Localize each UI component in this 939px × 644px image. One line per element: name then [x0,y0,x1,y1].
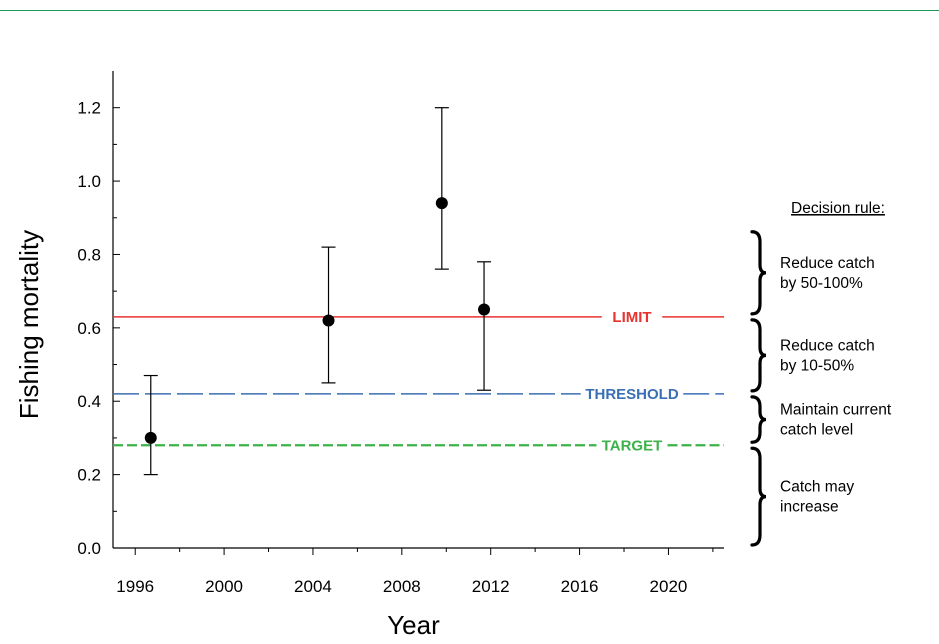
ref-label-limit: LIMIT [612,309,651,326]
axes: 0.0 0.2 0.4 0.6 0.8 1.0 1.2 1996 2000 2004 2008 201… [77,71,724,596]
ref-label-threshold: THRESHOLD [585,386,679,403]
ref-label-target: TARGET [602,437,663,454]
data-point [478,303,491,316]
x-tick-label: 2020 [650,577,688,596]
x-tick-label: 2008 [383,577,421,596]
decision-brace [750,395,767,444]
y-tick-label: 1.0 [77,172,101,191]
data-points [143,107,492,476]
y-tick-label: 0.6 [77,319,101,338]
x-tick-label: 2000 [205,577,243,596]
decision-rule-text: by 10-50% [780,357,854,374]
data-point [435,197,448,210]
x-tick-label: 2012 [472,577,510,596]
decision-brace [750,318,767,393]
decision-rule-text: increase [780,499,839,516]
y-tick-label: 0.8 [77,245,101,264]
y-tick-label: 1.2 [77,99,101,118]
x-tick-label: 1996 [116,577,154,596]
decision-brace [750,230,767,316]
y-axis-title: Fishing mortality [14,230,44,419]
y-tick-label: 0.0 [77,539,101,558]
data-point [144,431,157,444]
decision-brace [750,446,767,547]
x-tick-label: 2004 [294,577,332,596]
decision-rule-panel: Decision rule: Reduce catch by 50-100% Red… [750,200,892,547]
decision-rule-text: Reduce catch [780,255,875,272]
data-point [322,314,335,327]
x-axis-title: Year [387,610,440,640]
y-tick-label: 0.2 [77,466,101,485]
x-tick-label: 2016 [561,577,599,596]
decision-rule-heading: Decision rule: [791,200,885,217]
top-divider-line [0,10,939,11]
decision-rule-text: Reduce catch [780,337,875,354]
reference-lines: LIMIT THRESHOLD TARGET [113,309,724,454]
decision-rule-text: catch level [780,422,853,439]
decision-rule-text: Maintain current [780,402,892,419]
y-tick-label: 0.4 [77,392,101,411]
decision-rule-text: by 50-100% [780,275,863,292]
decision-rule-text: Catch may [780,479,854,496]
